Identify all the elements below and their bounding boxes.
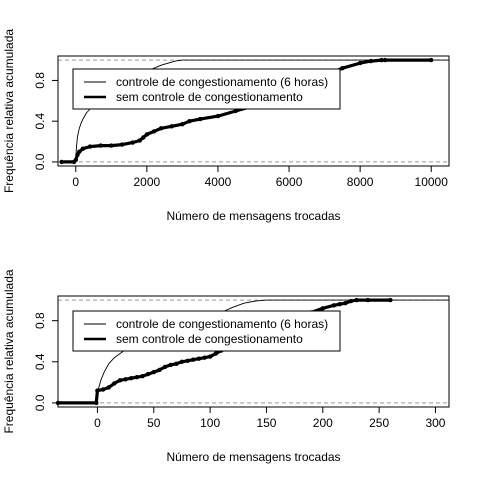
y-tick-label: 0.4 [33, 353, 47, 370]
x-tick-label: 8000 [347, 175, 374, 189]
series-point [123, 377, 128, 382]
series-point [119, 142, 125, 147]
series-point [117, 378, 123, 383]
series-point [109, 143, 114, 148]
legend-box [72, 310, 341, 352]
series-point [233, 108, 238, 114]
series-point [129, 376, 134, 381]
series-point [134, 375, 140, 380]
x-tick-label: 50 [147, 416, 161, 430]
series-point [59, 159, 64, 165]
series-point [187, 119, 192, 124]
chart-panel-2: 0 50 100 150 200 250 300 0.0 0.4 0.8 Número de men… [2, 269, 450, 464]
series-point [348, 298, 354, 304]
series-point [382, 57, 388, 63]
series-point [95, 388, 100, 393]
series-point [343, 301, 348, 306]
x-axis-label: Número de mensagens trocadas [166, 450, 340, 464]
series-point [144, 132, 150, 137]
series-point [140, 374, 145, 379]
x-tick-label: 0 [72, 175, 79, 189]
y-tick-label: 0.0 [33, 153, 47, 170]
y-tick-label: 0.8 [33, 312, 47, 329]
x-tick-label: 100 [200, 416, 220, 430]
series-point [340, 66, 345, 71]
series-point [100, 387, 106, 392]
x-tick-label: 0 [94, 416, 101, 430]
y-axis-label: Frequência relativa acumulada [2, 29, 16, 193]
series-point [196, 356, 202, 361]
x-tick-label: 4000 [205, 175, 232, 189]
series-point [162, 364, 168, 370]
series-point [158, 126, 164, 131]
series-point [137, 138, 142, 143]
x-tick-label: 250 [369, 416, 389, 430]
series-point [145, 371, 151, 377]
series-point [354, 297, 359, 303]
series-point [337, 302, 342, 307]
series-point [191, 357, 196, 362]
x-axis-label: Número de mensagens trocadas [166, 209, 340, 223]
series-point [388, 297, 393, 303]
plot-frame [57, 295, 450, 408]
series-point [112, 381, 117, 386]
series-point [198, 116, 203, 122]
series-point [379, 57, 384, 63]
y-tick-label: 0.4 [33, 113, 47, 130]
legend-box [72, 68, 341, 110]
y-axis-label: Frequência relativa acumulada [2, 269, 16, 433]
series-point [73, 157, 79, 163]
plot-frame [57, 55, 450, 167]
series-point [130, 140, 135, 145]
series-point [202, 355, 207, 360]
series-point [94, 400, 99, 406]
legend-entry: sem controle de congestionamento [116, 90, 303, 104]
series-point [106, 385, 111, 390]
chart-panel-1: 0 2000 4000 6000 8000 10000 0.0 0.4 0.8 Número de… [2, 29, 450, 223]
x-tick-label: 300 [425, 416, 445, 430]
series-point [169, 124, 174, 129]
series-point [215, 113, 221, 119]
series-point [320, 306, 325, 311]
series-point [98, 143, 103, 148]
legend: controle de congestionamento (6 horas)se… [72, 310, 341, 352]
x-tick-label: 6000 [276, 175, 303, 189]
series-point [80, 146, 86, 151]
legend: controle de congestionamento (6 horas)se… [72, 68, 341, 110]
series-point [87, 144, 93, 149]
series-point [213, 351, 218, 356]
series-point [174, 361, 179, 366]
series-point [151, 369, 156, 375]
series-point [429, 57, 434, 63]
legend-entry: controle de congestionamento (6 horas) [116, 75, 328, 89]
series-point [157, 367, 162, 373]
legend-entry: controle de congestionamento (6 horas) [116, 317, 328, 331]
series-point [185, 358, 190, 363]
series-point [168, 362, 173, 368]
legend-entry: sem controle de congestionamento [116, 332, 303, 346]
series-point [141, 135, 146, 140]
x-tick-label: 10000 [415, 175, 449, 189]
y-tick-label: 0.8 [33, 72, 47, 89]
series-point [331, 303, 337, 308]
series-point [151, 129, 157, 134]
series-point [368, 58, 373, 64]
series-point [77, 149, 82, 154]
series-point [207, 354, 213, 359]
x-tick-label: 2000 [134, 175, 161, 189]
x-tick-label: 200 [313, 416, 333, 430]
series-point [179, 359, 185, 364]
series-point [365, 297, 371, 303]
series-point [357, 60, 363, 66]
series-point [180, 122, 185, 127]
x-tick-label: 150 [256, 416, 276, 430]
y-tick-label: 0.0 [33, 394, 47, 411]
